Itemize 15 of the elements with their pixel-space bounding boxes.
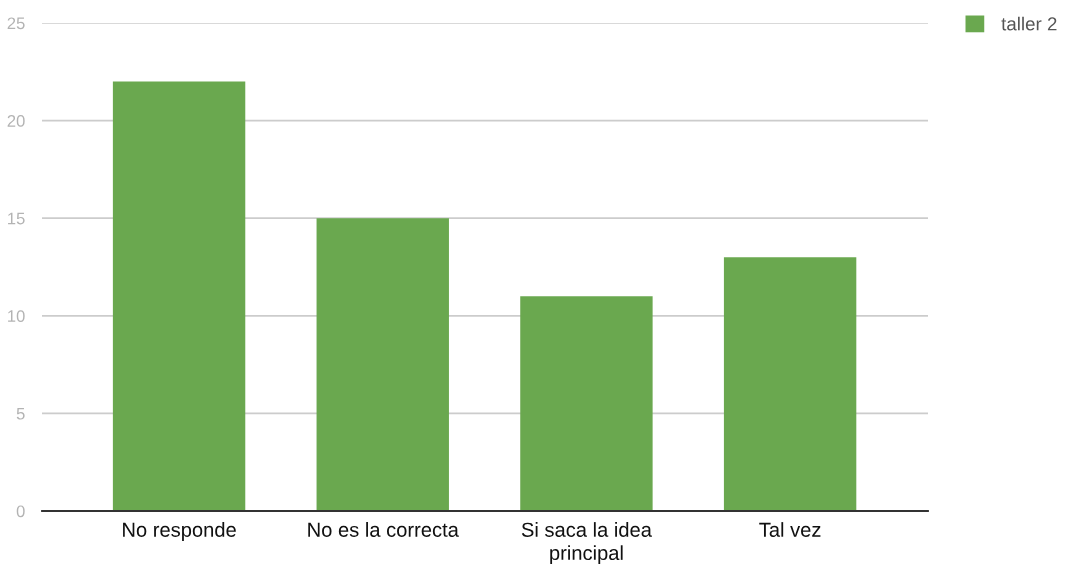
y-tick-label: 0 (16, 505, 25, 518)
y-tick-label: 5 (16, 407, 25, 420)
x-tick-label: Tal vez (759, 522, 821, 537)
y-tick-label: 25 (7, 17, 25, 30)
legend-label: taller 2 (1001, 16, 1057, 31)
y-tick-label: 20 (7, 115, 25, 127)
bar (723, 257, 857, 511)
x-tick-label: Si saca la idea principal (521, 522, 652, 565)
bar (316, 218, 449, 511)
x-tick-label: No es la correcta (308, 522, 459, 537)
bar (112, 81, 246, 511)
x-tick-label: No responde (123, 522, 236, 541)
y-tick-label: 15 (8, 212, 25, 225)
bar (520, 296, 653, 511)
y-tick-label: 10 (8, 310, 25, 322)
